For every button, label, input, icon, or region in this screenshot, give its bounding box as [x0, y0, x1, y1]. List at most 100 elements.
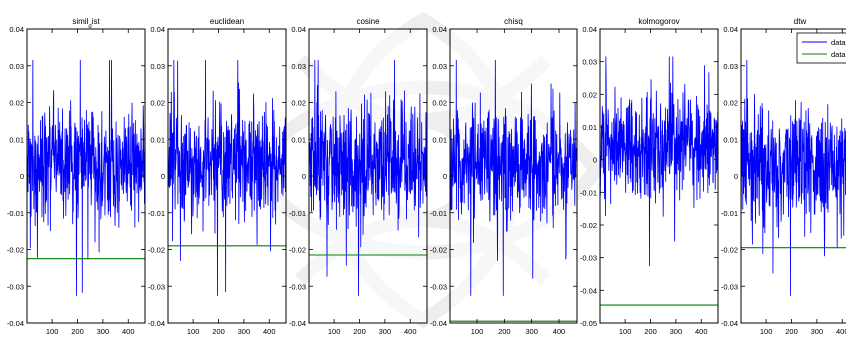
y-tick-label: 0.03	[291, 62, 306, 71]
legend-label: data2	[831, 50, 846, 59]
plot-lines	[741, 59, 846, 296]
y-tick-label: -0.04	[289, 319, 306, 328]
x-tick-label: 100	[187, 327, 200, 336]
x-tick-label: 300	[670, 327, 683, 336]
x-tick-label: 100	[619, 327, 632, 336]
x-tick-label: 400	[695, 327, 708, 336]
x-tick-label: 400	[404, 327, 417, 336]
x-tick-label: 400	[553, 327, 566, 336]
y-tick-label: -0.03	[430, 282, 447, 291]
plot-lines	[450, 59, 577, 322]
y-tick-label: -0.04	[580, 286, 597, 295]
series-line-1	[27, 59, 145, 296]
y-tick-label: -0.02	[430, 246, 447, 255]
x-tick-label: 400	[122, 327, 135, 336]
y-tick-label: 0.04	[150, 25, 165, 34]
subplot-4: -0.04 -0.03 -0.02 -0.01 0 0.01 0.02 0.03 0.04 100…	[430, 17, 578, 336]
y-tick-label: 0.04	[432, 25, 447, 34]
series-line-1	[450, 59, 577, 296]
subplot-title: cosine	[356, 17, 380, 26]
y-tick-label: 0.01	[9, 135, 24, 144]
y-tick-label: 0.03	[432, 62, 447, 71]
series-line-1	[600, 56, 718, 267]
y-tick-label: 0.04	[9, 25, 24, 34]
plot-lines	[168, 59, 286, 296]
x-tick-label: 100	[328, 327, 341, 336]
y-tick-label: 0.01	[150, 135, 165, 144]
y-tick-label: 0.01	[723, 135, 738, 144]
legend: data1 data2	[796, 32, 846, 64]
y-tick-label: -0.03	[148, 282, 165, 291]
axes-frame	[599, 28, 719, 324]
y-tick-label: -0.02	[721, 246, 738, 255]
legend-box	[796, 32, 846, 64]
subplot-title: chisq	[504, 17, 523, 26]
y-tick-label: -0.03	[721, 282, 738, 291]
x-tick-label: 200	[212, 327, 225, 336]
y-tick-label: 0	[443, 172, 447, 181]
x-tick-label: 300	[811, 327, 824, 336]
y-tick-label: 0.04	[723, 25, 738, 34]
y-tick-label: 0.04	[291, 25, 306, 34]
y-tick-label: 0.01	[582, 123, 597, 132]
x-tick-label: 200	[353, 327, 366, 336]
y-tick-label: -0.01	[7, 209, 24, 218]
subplot-title: euclidean	[210, 17, 244, 26]
y-tick-label: 0	[593, 156, 597, 165]
x-tick-label: 300	[525, 327, 538, 336]
y-tick-label: 0.02	[582, 90, 597, 99]
subplot-grid: -0.04 -0.03 -0.02 -0.01 0 0.01 0.02 0.03 0.04 100…	[7, 17, 846, 336]
y-tick-label: -0.02	[7, 246, 24, 255]
x-tick-label: 200	[71, 327, 84, 336]
y-tick-label: 0.02	[291, 99, 306, 108]
x-tick-label: 200	[498, 327, 511, 336]
y-tick-label: -0.02	[580, 221, 597, 230]
subplot-2: -0.04 -0.03 -0.02 -0.01 0 0.01 0.02 0.03 0.04 100…	[148, 17, 287, 336]
y-tick-label: -0.05	[580, 319, 597, 328]
plot-lines	[27, 59, 145, 296]
x-tick-label: 200	[785, 327, 798, 336]
y-tick-label: 0.02	[9, 99, 24, 108]
y-tick-label: -0.01	[430, 209, 447, 218]
subplot-3: -0.04 -0.03 -0.02 -0.01 0 0.01 0.02 0.03 0.04 100…	[289, 17, 428, 336]
y-tick-label: 0.01	[291, 135, 306, 144]
plot-lines	[309, 59, 427, 296]
y-tick-label: -0.01	[289, 209, 306, 218]
y-tick-label: 0	[734, 172, 738, 181]
legend-label: data1	[831, 38, 846, 47]
y-tick-label: -0.04	[7, 319, 24, 328]
y-tick-label: -0.03	[289, 282, 306, 291]
y-tick-label: 0.03	[150, 62, 165, 71]
x-tick-label: 400	[836, 327, 846, 336]
y-tick-label: -0.01	[148, 209, 165, 218]
subplot-6: -0.04 -0.03 -0.02 -0.01 0 0.01 0.02 0.03 0.04 100…	[721, 17, 846, 336]
x-tick-label: 200	[644, 327, 657, 336]
y-tick-label: 0	[20, 172, 24, 181]
series-line-1	[741, 59, 846, 296]
subplot-title: simildist	[72, 17, 100, 30]
y-tick-label: -0.02	[289, 246, 306, 255]
y-tick-label: 0.03	[9, 62, 24, 71]
subplot-title: dtw	[794, 17, 807, 26]
y-tick-label: 0.02	[432, 99, 447, 108]
series-line-1	[309, 59, 427, 296]
series-line-1	[168, 59, 286, 296]
y-tick-label: -0.03	[7, 282, 24, 291]
y-tick-label: 0.02	[723, 99, 738, 108]
subplot-5: -0.05 -0.04 -0.03 -0.02 -0.01 0 0.01 0.02 0.03 0.…	[580, 17, 719, 336]
x-tick-label: 400	[263, 327, 276, 336]
y-tick-label: 0.04	[582, 25, 597, 34]
subplot-title: kolmogorov	[638, 17, 679, 26]
y-tick-label: 0.03	[723, 62, 738, 71]
y-tick-label: -0.02	[148, 246, 165, 255]
plot-lines	[600, 56, 718, 306]
y-tick-label: -0.03	[580, 254, 597, 263]
x-tick-label: 300	[97, 327, 110, 336]
y-tick-label: -0.04	[148, 319, 165, 328]
y-tick-label: -0.01	[580, 188, 597, 197]
subplot-1: -0.04 -0.03 -0.02 -0.01 0 0.01 0.02 0.03 0.04 100…	[7, 17, 146, 336]
y-tick-label: 0.02	[150, 99, 165, 108]
x-tick-label: 100	[471, 327, 484, 336]
y-tick-label: 0	[302, 172, 306, 181]
